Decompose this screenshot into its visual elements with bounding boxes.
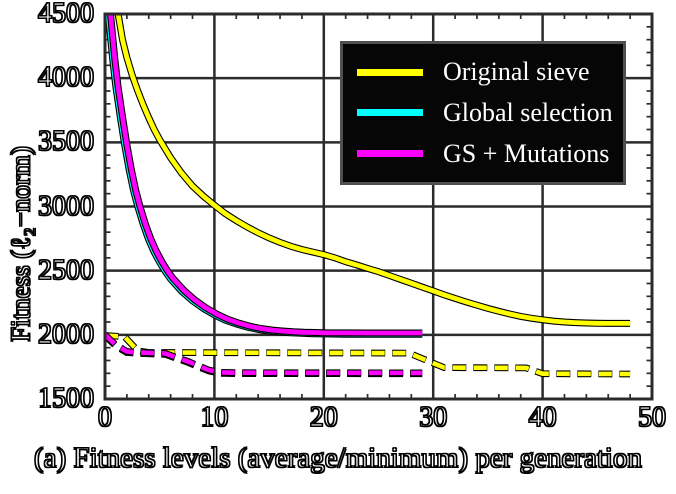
x-tick-label: 20 (309, 402, 338, 433)
figure-caption: (a) Fitness levels (average/minimum) per… (33, 442, 642, 474)
y-tick-label: 3500 (37, 126, 94, 158)
series-gs-mutations-average (107, 14, 423, 337)
legend-swatch-original-sieve (357, 68, 423, 76)
series-gs-mutations-minimum (105, 332, 423, 377)
y-tick-label: 1500 (37, 383, 94, 414)
x-tick-label: 10 (200, 402, 229, 433)
y-axis-title: Fitness (ℓ₂−norm) (5, 146, 36, 343)
x-tick-label: 40 (528, 402, 557, 433)
y-tick-label: 2500 (37, 254, 94, 286)
legend-label-original-sieve: Original sieve (443, 57, 590, 87)
series-original-sieve-minimum (105, 332, 631, 378)
legend-swatch-global-selection (357, 109, 423, 117)
y-tick-label: 4500 (37, 0, 94, 29)
legend-label-global-selection: Global selection (443, 97, 613, 127)
plot-frame (103, 12, 654, 401)
series-original-sieve-average (114, 14, 631, 327)
legend-row-gs-mutations: GS + Mutations (357, 139, 619, 169)
x-tick-label: 30 (419, 402, 448, 433)
legend-label-gs-mutations: GS + Mutations (443, 138, 610, 168)
series-curves (105, 14, 631, 378)
y-tick-label: 4000 (37, 62, 94, 94)
legend-row-global-selection: Global selection (357, 98, 619, 128)
y-tick-label: 3000 (37, 190, 94, 222)
legend-swatch-gs-mutations (357, 150, 423, 158)
y-axis-tick-labels: 1500 2000 2500 3000 3500 4000 4500 (0, 0, 97, 430)
y-tick-label: 2000 (37, 318, 94, 350)
legend: Original sieve Global selection GS + Mut… (340, 41, 626, 185)
chart-canvas (103, 12, 654, 401)
x-tick-label: 50 (637, 402, 666, 433)
x-axis-tick-labels: 0 10 20 30 40 50 (97, 402, 666, 433)
x-tick-label: 0 (97, 402, 112, 433)
legend-row-original-sieve: Original sieve (357, 57, 619, 87)
